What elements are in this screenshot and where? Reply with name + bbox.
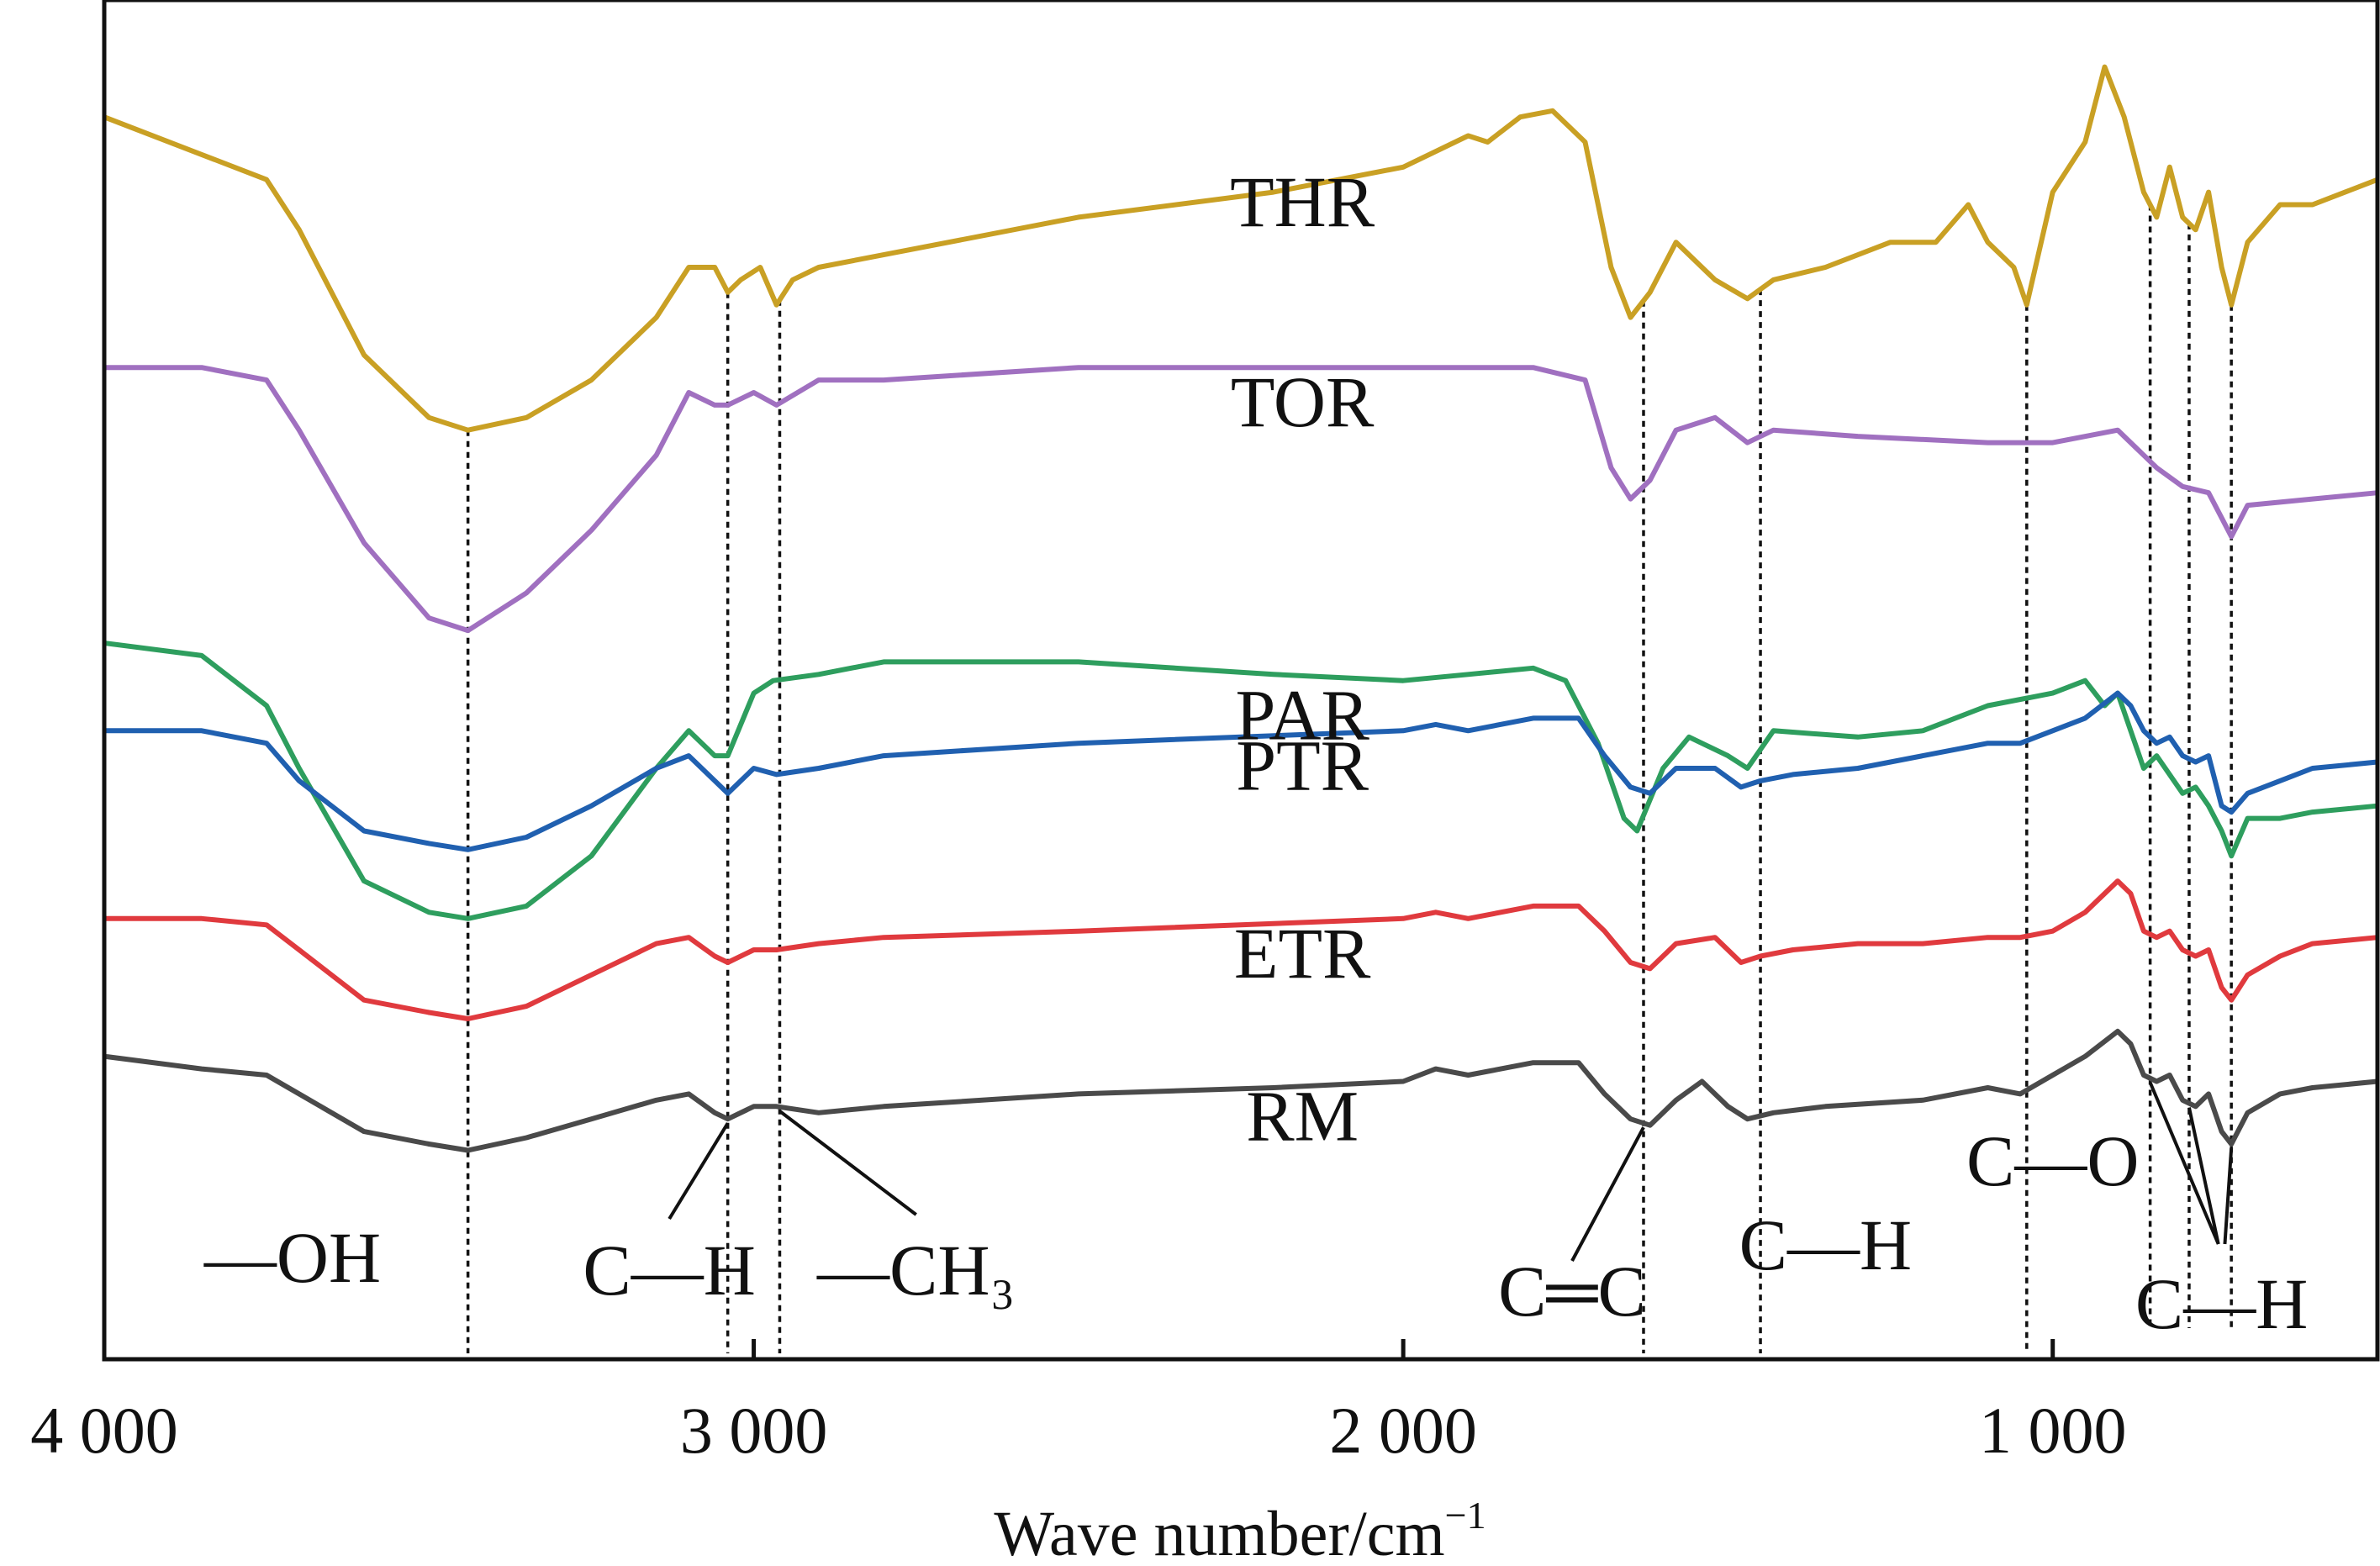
series-line-tor	[104, 365, 2378, 634]
annotation-pointer-1	[778, 1110, 917, 1216]
series-line-etr	[104, 878, 2378, 1021]
annotation-label-6: C—H	[2135, 1263, 2308, 1344]
annotation-pointer-2	[1570, 1126, 1645, 1262]
annotation-label-5: C—O	[1966, 1120, 2139, 1201]
annotation-label-2: —CH₃	[816, 1230, 1015, 1310]
x-tick-label-3000: 3 000	[680, 1394, 828, 1467]
plot-frame	[102, 0, 2380, 1362]
x-tick-label-1000: 1 000	[1979, 1394, 2127, 1467]
series-label-rm: RM	[1246, 1076, 1359, 1157]
series-thr	[103, 64, 2379, 433]
series-line-rm	[103, 1028, 2378, 1153]
series-tor	[104, 365, 2378, 634]
annotation-label-3: C═C	[1498, 1251, 1646, 1331]
x-axis-ticks: 4 000 3 000 2 000 1 000	[30, 1339, 2126, 1467]
series-label-thr: THR	[1230, 161, 1375, 242]
x-tick-label-4000: 4 000	[30, 1394, 178, 1467]
series-group	[103, 64, 2379, 1153]
series-par	[103, 641, 2378, 921]
annotation-pointer-3	[2148, 1081, 2220, 1245]
x-tick-label-2000: 2 000	[1329, 1394, 1477, 1467]
annotation-pointer-4	[2187, 1107, 2220, 1245]
series-etr	[104, 878, 2378, 1021]
annotations: —OH C—H —CH₃ C═C C—H C—O C—H	[203, 1120, 2308, 1344]
series-line-par	[103, 641, 2378, 921]
series-label-tor: TOR	[1231, 361, 1375, 442]
series-label-etr: ETR	[1234, 913, 1371, 994]
annotation-label-0: —OH	[203, 1217, 381, 1298]
series-label-par: PAR	[1235, 675, 1369, 756]
x-axis-label-superscript: −1	[1445, 1494, 1486, 1537]
annotation-label-1: C—H	[583, 1230, 755, 1310]
annotation-pointer-0	[668, 1122, 730, 1221]
annotation-pointer-lines	[668, 1081, 2234, 1262]
annotation-label-4: C—H	[1739, 1205, 1912, 1285]
series-rm	[103, 1028, 2378, 1153]
series-label-ptr: PTR	[1236, 725, 1369, 805]
x-axis-label: Wave number/cm−1	[994, 1494, 1486, 1566]
series-ptr	[104, 690, 2378, 852]
annotation-pointer-5	[2223, 1147, 2234, 1245]
series-line-ptr	[104, 690, 2378, 852]
series-line-thr	[103, 64, 2379, 433]
